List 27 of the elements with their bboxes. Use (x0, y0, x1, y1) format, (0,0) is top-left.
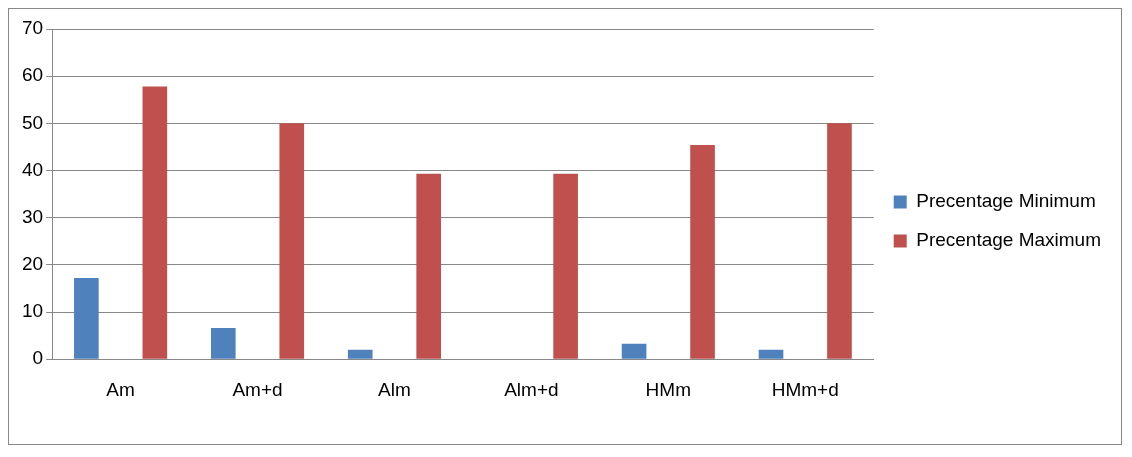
x-tick-label: Alm+d (504, 378, 559, 400)
bar (347, 349, 373, 359)
x-tick-label: HMm (645, 378, 692, 400)
bar (553, 173, 578, 359)
legend-label: Precentage Minimum (916, 190, 1096, 212)
legend-label: Precentage Maximum (916, 229, 1101, 251)
bar (74, 278, 99, 359)
bar (758, 349, 784, 359)
x-tick-label: Am+d (232, 378, 283, 400)
y-tick-label: 70 (21, 17, 44, 39)
y-tick-label: 0 (32, 347, 44, 369)
x-tick-label: HMm+d (771, 378, 839, 400)
x-tick-label: Alm (378, 378, 411, 400)
bar (279, 123, 305, 359)
y-tick-label: 20 (21, 253, 44, 275)
y-tick-label: 40 (21, 158, 44, 180)
bar (142, 86, 168, 359)
x-tick-label: Am (106, 378, 135, 400)
y-tick-label: 50 (21, 111, 44, 133)
bar (690, 145, 715, 359)
bar (621, 343, 647, 359)
bar (210, 328, 236, 359)
bar (827, 123, 852, 359)
y-tick-label: 10 (21, 300, 44, 322)
y-tick-label: 60 (21, 64, 44, 86)
bar (416, 173, 442, 359)
y-tick-label: 30 (21, 205, 44, 227)
